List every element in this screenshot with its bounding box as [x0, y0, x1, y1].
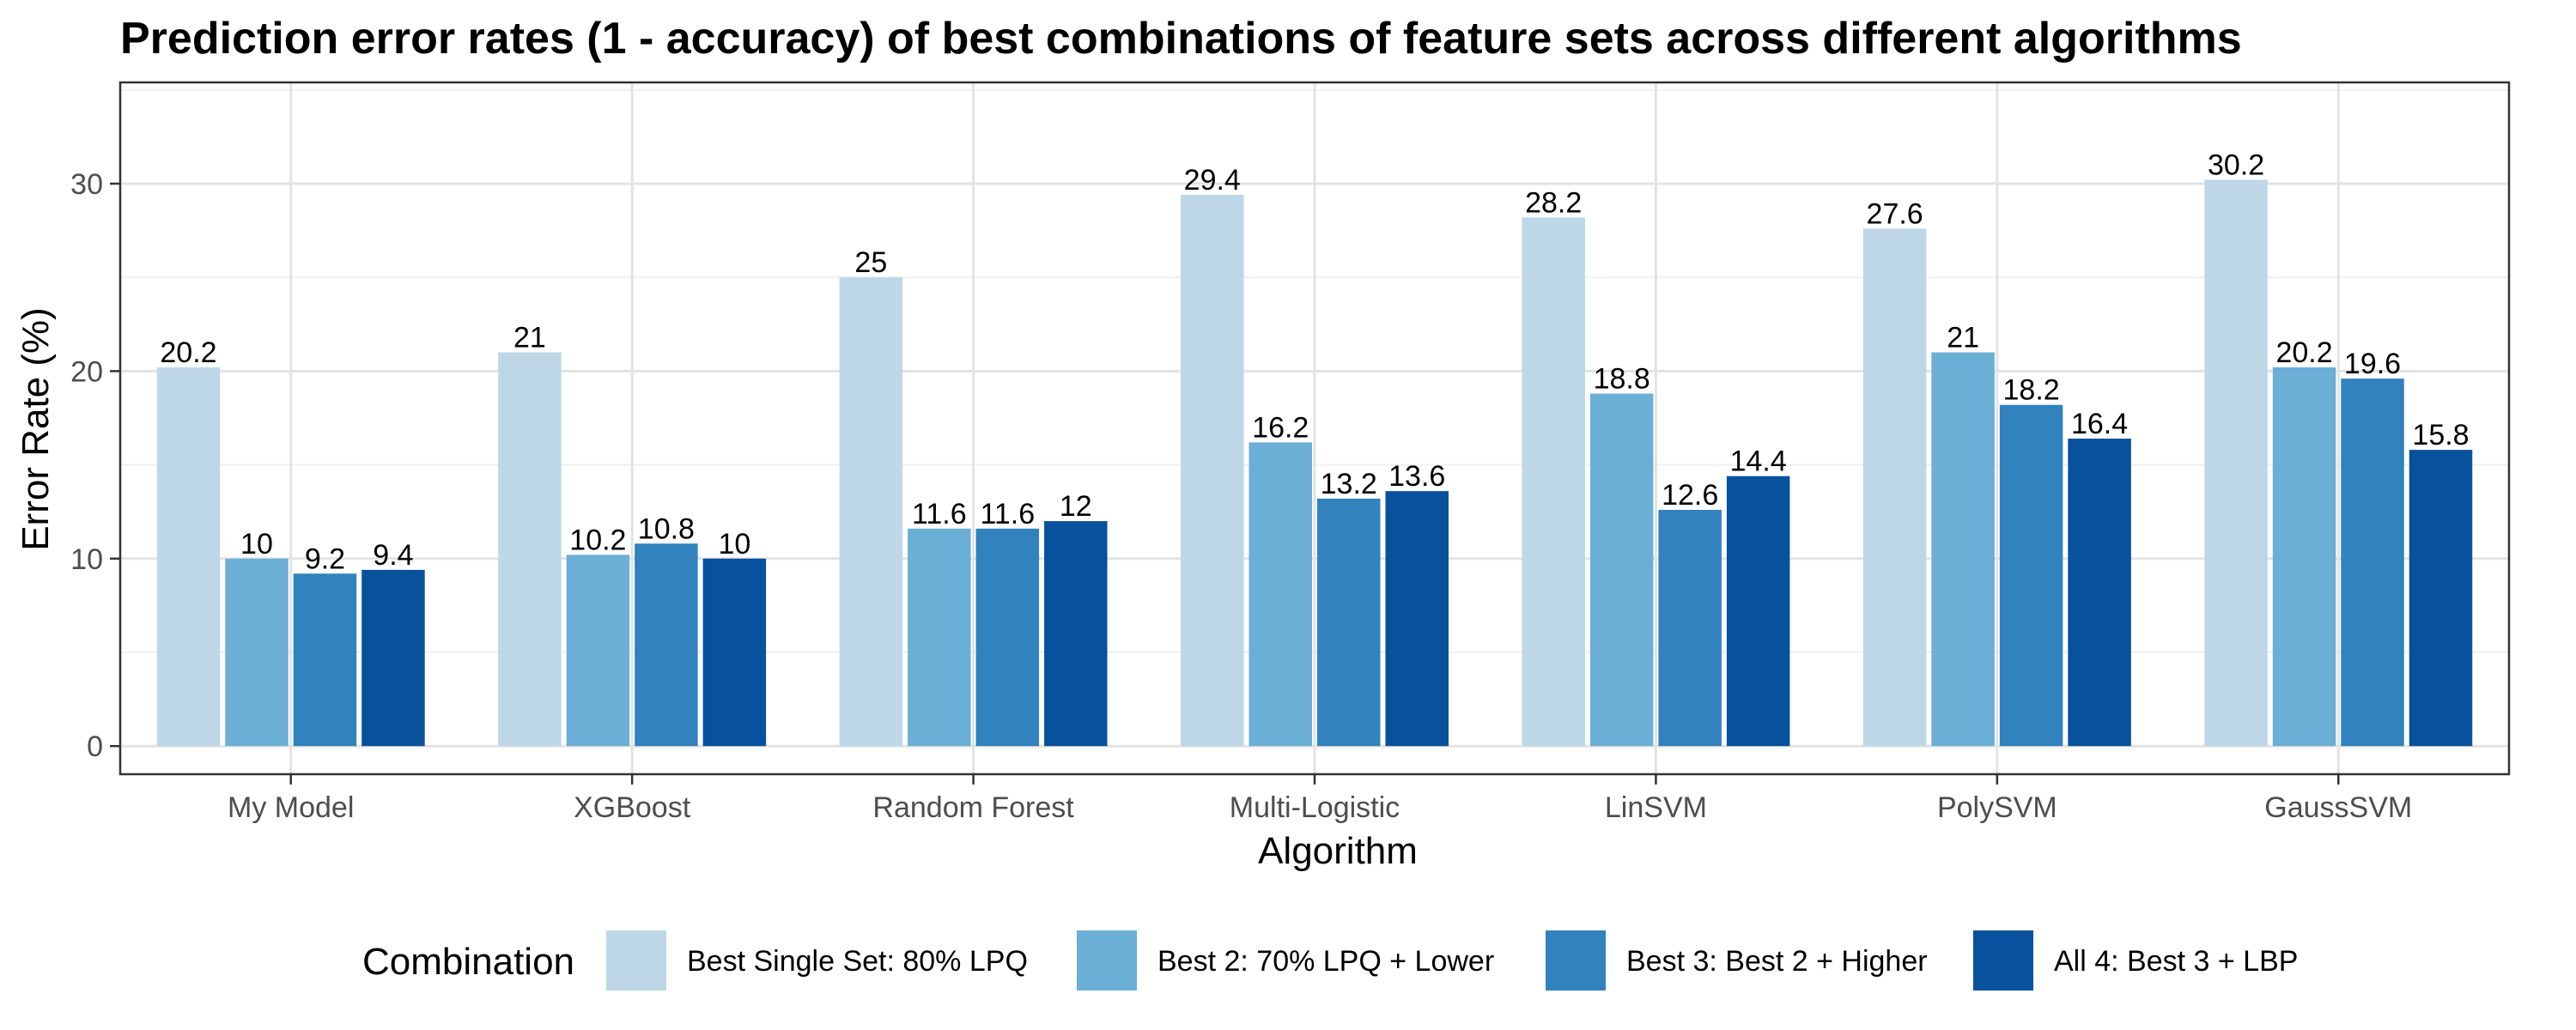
bar-value-label: 28.2 [1525, 186, 1582, 219]
bar [1862, 228, 1927, 747]
x-axis: My Model XGBoost Random Forest Multi-Logist… [118, 81, 2511, 824]
bar-value-label: 10 [240, 528, 273, 560]
legend-item: Best 3: Best 2 + Higher [1546, 930, 1928, 991]
bar-value-label: 10.8 [638, 512, 695, 545]
bar [2204, 179, 2268, 747]
bar-value-label: 21 [1947, 322, 1979, 354]
bar [975, 528, 1040, 747]
bar-value-label: 15.8 [2412, 419, 2469, 451]
chart-title: Prediction error rates (1 - accuracy) of… [120, 14, 2242, 64]
bar [2272, 367, 2336, 747]
legend-swatch [1546, 930, 1606, 991]
bar-value-label: 10.2 [569, 524, 626, 556]
y-axis-title: Error Rate (%) [15, 307, 57, 551]
bar [2409, 450, 2473, 747]
bar [635, 543, 698, 747]
legend-label: Best 2: 70% LPQ + Lower [1157, 945, 1494, 978]
x-tick-label: XGBoost [574, 791, 691, 824]
bar-value-label: 9.4 [373, 539, 413, 572]
bar [702, 558, 767, 747]
bar [225, 558, 289, 747]
plot-border [118, 81, 2511, 776]
bar [1317, 498, 1381, 747]
y-tick-label: 20 [70, 355, 103, 388]
legend-swatch [1973, 930, 2033, 991]
x-tick-label: GaussSVM [2264, 791, 2412, 824]
legend-swatch [1077, 930, 1137, 991]
y-axis: 0 10 20 30 [70, 168, 120, 763]
y-tick-label: 0 [87, 730, 103, 763]
bar-value-label: 11.6 [912, 498, 967, 530]
y-tick-label: 30 [70, 168, 103, 201]
bar [908, 528, 971, 747]
legend-item: All 4: Best 3 + LBP [1973, 930, 2298, 991]
bar [1181, 195, 1244, 747]
bar-value-label: 20.2 [2275, 336, 2332, 369]
legend-title: Combination [362, 941, 574, 983]
legend: Combination Best Single Set: 80% LPQ Best… [362, 930, 2298, 991]
bar-value-label: 13.6 [1388, 460, 1445, 493]
bar-value-label: 27.6 [1867, 197, 1923, 230]
bar-value-label: 30.2 [2208, 149, 2264, 182]
legend-item: Best 2: 70% LPQ + Lower [1077, 930, 1494, 991]
bar-value-label: 16.4 [2071, 408, 2128, 440]
bar-value-label: 20.2 [160, 336, 216, 369]
bar-value-label: 18.2 [2003, 374, 2060, 407]
bar [293, 573, 357, 747]
bar [1658, 510, 1722, 747]
legend-label: Best Single Set: 80% LPQ [687, 945, 1028, 978]
bars [156, 179, 2473, 747]
bar [361, 569, 425, 747]
bar [1589, 393, 1654, 747]
x-tick-label: Multi-Logistic [1230, 791, 1400, 824]
data-labels: 20.2 10 9.2 9.4 21 10.2 10.8 10 25 11.6 11.6 12 29.4… [160, 149, 2469, 576]
x-tick-label: LinSVM [1605, 791, 1707, 824]
bar [1726, 476, 1790, 747]
bar [1522, 217, 1585, 747]
bar [1999, 404, 2063, 747]
bar [1385, 491, 1449, 747]
bar-value-label: 9.2 [305, 542, 345, 575]
legend-label: Best 3: Best 2 + Higher [1626, 945, 1928, 978]
bar [156, 367, 221, 747]
bar-value-label: 13.2 [1321, 468, 1377, 500]
bar [1044, 521, 1108, 747]
bar-value-label: 29.4 [1184, 164, 1241, 197]
bar-value-label: 16.2 [1252, 411, 1309, 444]
bar-value-label: 12 [1060, 490, 1092, 523]
bar [839, 277, 903, 747]
x-axis-title: Algorithm [1258, 830, 1418, 872]
bar-value-label: 11.6 [980, 498, 1035, 530]
bar-value-label: 10 [718, 528, 750, 560]
bar [1931, 352, 1995, 747]
bar-value-label: 21 [513, 322, 546, 354]
legend-swatch [606, 930, 666, 991]
bar-value-label: 19.6 [2344, 348, 2401, 380]
bar-value-label: 25 [854, 246, 887, 279]
bar-value-label: 18.8 [1594, 363, 1650, 396]
x-tick-label: PolySVM [1937, 791, 2057, 824]
bar [2341, 379, 2404, 747]
bar [566, 554, 630, 747]
bar [1249, 442, 1312, 747]
y-tick-label: 10 [70, 543, 103, 576]
x-tick-label: My Model [228, 791, 354, 824]
x-tick-label: Random Forest [872, 791, 1074, 824]
bar [498, 352, 562, 747]
legend-label: All 4: Best 3 + LBP [2054, 945, 2298, 978]
bar [2068, 439, 2131, 747]
grid-lines [120, 82, 2509, 774]
legend-item: Best Single Set: 80% LPQ [606, 930, 1028, 991]
bar-value-label: 14.4 [1730, 445, 1787, 478]
bar-value-label: 12.6 [1662, 479, 1718, 512]
